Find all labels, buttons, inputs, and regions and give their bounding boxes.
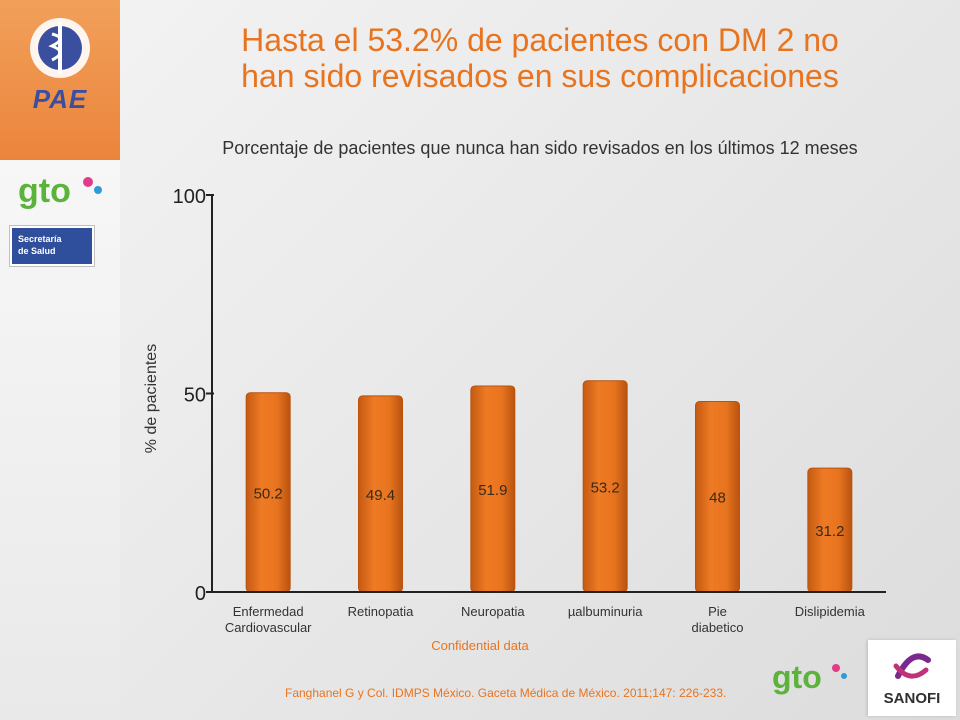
bar-value-label: 49.4	[366, 487, 395, 504]
slide-title: Hasta el 53.2% de pacientes con DM 2 no …	[140, 22, 940, 94]
y-axis-label: % de pacientes	[143, 344, 160, 453]
x-tick-label-line: Neuropatia	[461, 604, 525, 619]
pae-logo-text: PAE	[32, 84, 88, 114]
x-tick-label-line: Pie	[708, 604, 727, 619]
x-tick-label: Neuropatia	[461, 604, 525, 619]
x-tick-label-line: Retinopatia	[348, 604, 415, 619]
chart-title: Porcentaje de pacientes que nunca han si…	[222, 138, 858, 158]
x-tick-label-line: µalbuminuria	[568, 604, 643, 619]
gto-bottom-logo: gto	[772, 659, 847, 695]
sidebar: PAE gto Secretaría de Salud	[0, 0, 120, 720]
bar-value-label: 48	[709, 490, 726, 507]
bar-value-label: 50.2	[254, 485, 283, 502]
y-tick-label: 50	[184, 385, 206, 407]
bar-value-label: 31.2	[815, 523, 844, 540]
secretaria-line2: de Salud	[18, 246, 56, 256]
gto-logo-text: gto	[18, 172, 71, 210]
x-tick-label: Dislipidemia	[795, 604, 866, 619]
x-tick-label-line: Enfermedad	[233, 604, 304, 619]
gto-logo: gto	[18, 172, 102, 210]
x-tick-label: Pie diabetico	[691, 604, 743, 635]
title-line1: Hasta el 53.2% de pacientes con DM 2 no	[241, 22, 839, 58]
sanofi-text: SANOFI	[883, 690, 941, 707]
x-tick-label: µalbuminuria	[568, 604, 643, 619]
bar-value-label: 51.9	[478, 482, 507, 499]
x-tick-label-line: diabetico	[691, 620, 743, 635]
x-tick-label: Enfermedad Cardiovascular	[225, 604, 312, 635]
secretaria-line1: Secretaría	[18, 234, 62, 244]
y-tick-label: 0	[195, 583, 206, 605]
title-line2: han sido revisados en sus complicaciones	[241, 58, 839, 94]
x-tick-label-line: Dislipidemia	[795, 604, 866, 619]
pae-emblem-icon	[30, 18, 90, 78]
sanofi-logo: SANOFI	[868, 640, 956, 716]
confidential-note: Confidential data	[431, 638, 529, 653]
citation: Fanghanel G y Col. IDMPS México. Gaceta …	[285, 686, 727, 700]
gto-bottom-text: gto	[772, 659, 822, 695]
sanofi-swirl-icon	[893, 653, 931, 679]
x-tick-label-line: Cardiovascular	[225, 620, 312, 635]
x-tick-label: Retinopatia	[348, 604, 415, 619]
y-tick-label: 100	[173, 186, 206, 208]
bar-value-label: 53.2	[591, 479, 620, 496]
secretaria-salud-badge: Secretaría de Salud	[10, 226, 94, 266]
